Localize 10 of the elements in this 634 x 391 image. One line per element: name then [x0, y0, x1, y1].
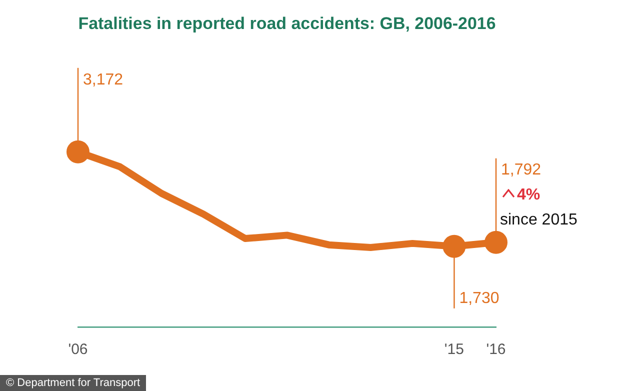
text: 4%: [517, 186, 540, 204]
data-label: 1,730: [459, 290, 500, 307]
x-tick-label: '06: [68, 341, 88, 358]
annotation: since 2015: [500, 212, 578, 229]
x-tick-label: '15: [444, 341, 464, 358]
x-tick-label: '16: [486, 341, 506, 358]
data-label: 1,792: [501, 162, 542, 179]
data-label: 3,172: [83, 71, 124, 88]
chart-title: Fatalities in reported road accidents: GB, 2006-2016: [78, 14, 496, 33]
text: © Department for Transport: [0, 375, 146, 391]
